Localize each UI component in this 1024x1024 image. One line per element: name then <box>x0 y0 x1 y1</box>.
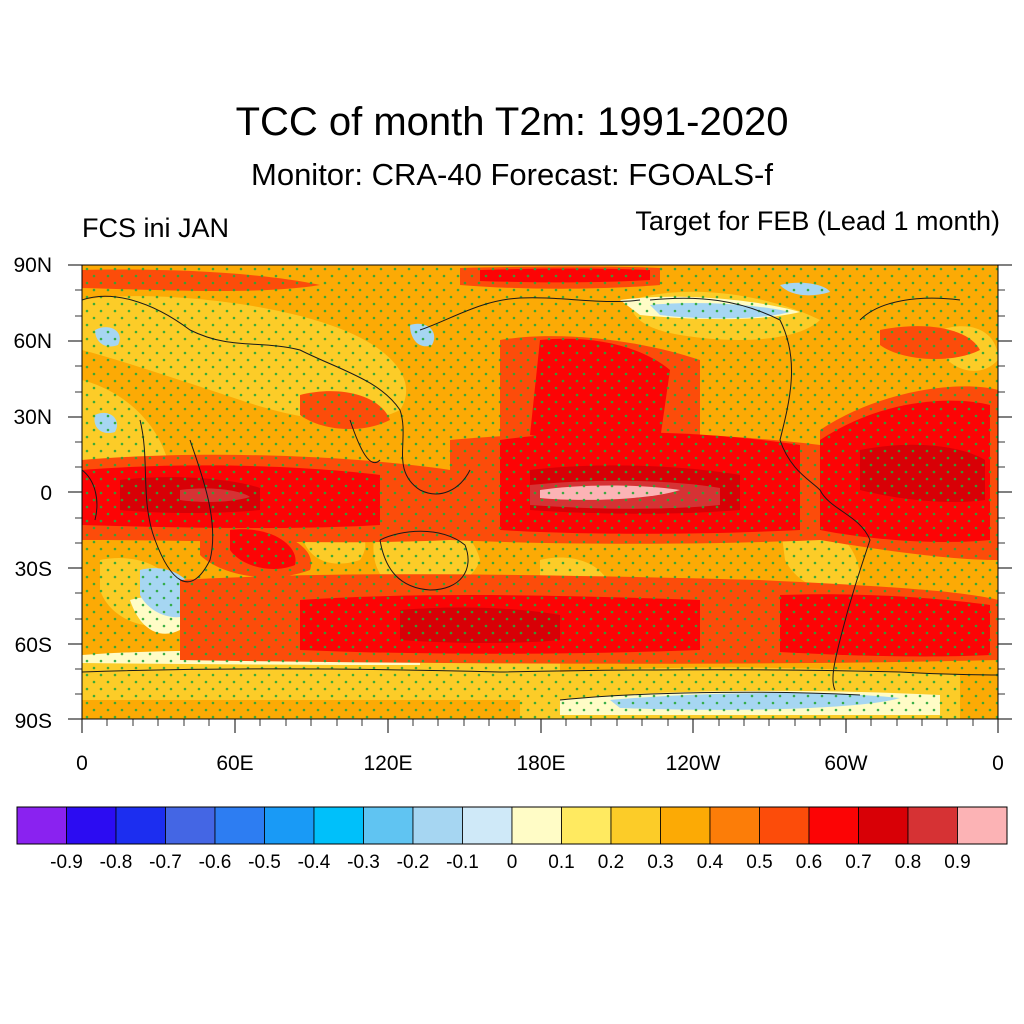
lon-label-60e: 60E <box>216 752 254 775</box>
colorbar-label: 0.5 <box>746 852 773 873</box>
colorbar-label: 0 <box>506 852 518 873</box>
lat-label-30n: 30N <box>13 406 52 429</box>
colorbar-swatch <box>660 806 711 845</box>
colorbar-swatch <box>214 806 265 845</box>
colorbar-label: 0.6 <box>795 852 823 873</box>
plot-subtitle: Monitor: CRA-40 Forecast: FGOALS-f <box>251 157 773 192</box>
coastlines <box>82 295 998 701</box>
lat-label-60n: 60N <box>13 330 52 353</box>
colorbar-label: -0.3 <box>347 852 380 873</box>
correlation-field <box>82 265 998 719</box>
colorbar-swatch <box>858 806 909 845</box>
colorbar-label: -0.9 <box>50 852 83 873</box>
colorbar-label: -0.2 <box>396 852 430 873</box>
colorbar-swatch <box>709 806 760 845</box>
colorbar-label: 0.1 <box>548 852 575 873</box>
axis-ticks <box>68 264 1012 733</box>
colorbar-label: 0.7 <box>845 852 872 873</box>
lat-label-90s: 90S <box>14 710 52 733</box>
colorbar-swatch <box>66 806 117 845</box>
colorbar-swatch <box>264 806 315 845</box>
colorbar-label: -0.1 <box>446 852 479 873</box>
lon-label-180e: 180E <box>516 752 566 775</box>
colorbar-swatch <box>313 806 364 845</box>
axis-minor-ticks <box>75 289 1005 726</box>
colorbar-label: -0.8 <box>99 852 133 873</box>
lon-label-0: 0 <box>76 752 88 775</box>
lon-label-120w: 120W <box>665 752 721 775</box>
colorbar-label: 0.8 <box>894 852 922 873</box>
colorbar-swatch <box>115 806 166 845</box>
colorbar-swatch <box>759 806 810 845</box>
colorbar-swatch <box>907 806 958 845</box>
colorbar-label: -0.6 <box>198 852 232 873</box>
colorbar-label: 0.2 <box>597 852 625 873</box>
lat-label-90n: 90N <box>13 254 52 277</box>
target-label: Target for FEB (Lead 1 month) <box>635 206 1000 236</box>
colorbar-label: -0.4 <box>297 852 331 873</box>
colorbar-label: 0.3 <box>647 852 674 873</box>
colorbar-swatch <box>561 806 612 845</box>
lat-label-60s: 60S <box>14 634 52 657</box>
colorbar-swatch <box>412 806 463 845</box>
initialization-label: FCS ini JAN <box>82 213 230 243</box>
lon-label-0-right: 0 <box>992 752 1004 775</box>
colorbar-label: -0.7 <box>149 852 182 873</box>
colorbar-swatch <box>165 806 216 845</box>
lon-label-120e: 120E <box>363 752 413 775</box>
colorbar-swatch <box>957 806 1008 845</box>
colorbar-swatch <box>511 806 562 845</box>
colorbar <box>16 806 1008 845</box>
colorbar-label: -0.5 <box>248 852 281 873</box>
colorbar-swatch <box>16 806 67 845</box>
colorbar-label: 0.9 <box>944 852 971 873</box>
colorbar-swatch <box>808 806 859 845</box>
lon-label-60w: 60W <box>824 752 868 775</box>
plot-title: TCC of month T2m: 1991-2020 <box>235 100 789 144</box>
colorbar-swatch <box>363 806 414 845</box>
colorbar-label: 0.4 <box>696 852 724 873</box>
colorbar-frame <box>16 806 1008 845</box>
lat-label-30s: 30S <box>14 558 52 581</box>
significance-stippling <box>82 265 998 719</box>
colorbar-swatch <box>462 806 513 845</box>
lat-label-eq: 0 <box>40 482 52 505</box>
colorbar-swatch <box>610 806 661 845</box>
